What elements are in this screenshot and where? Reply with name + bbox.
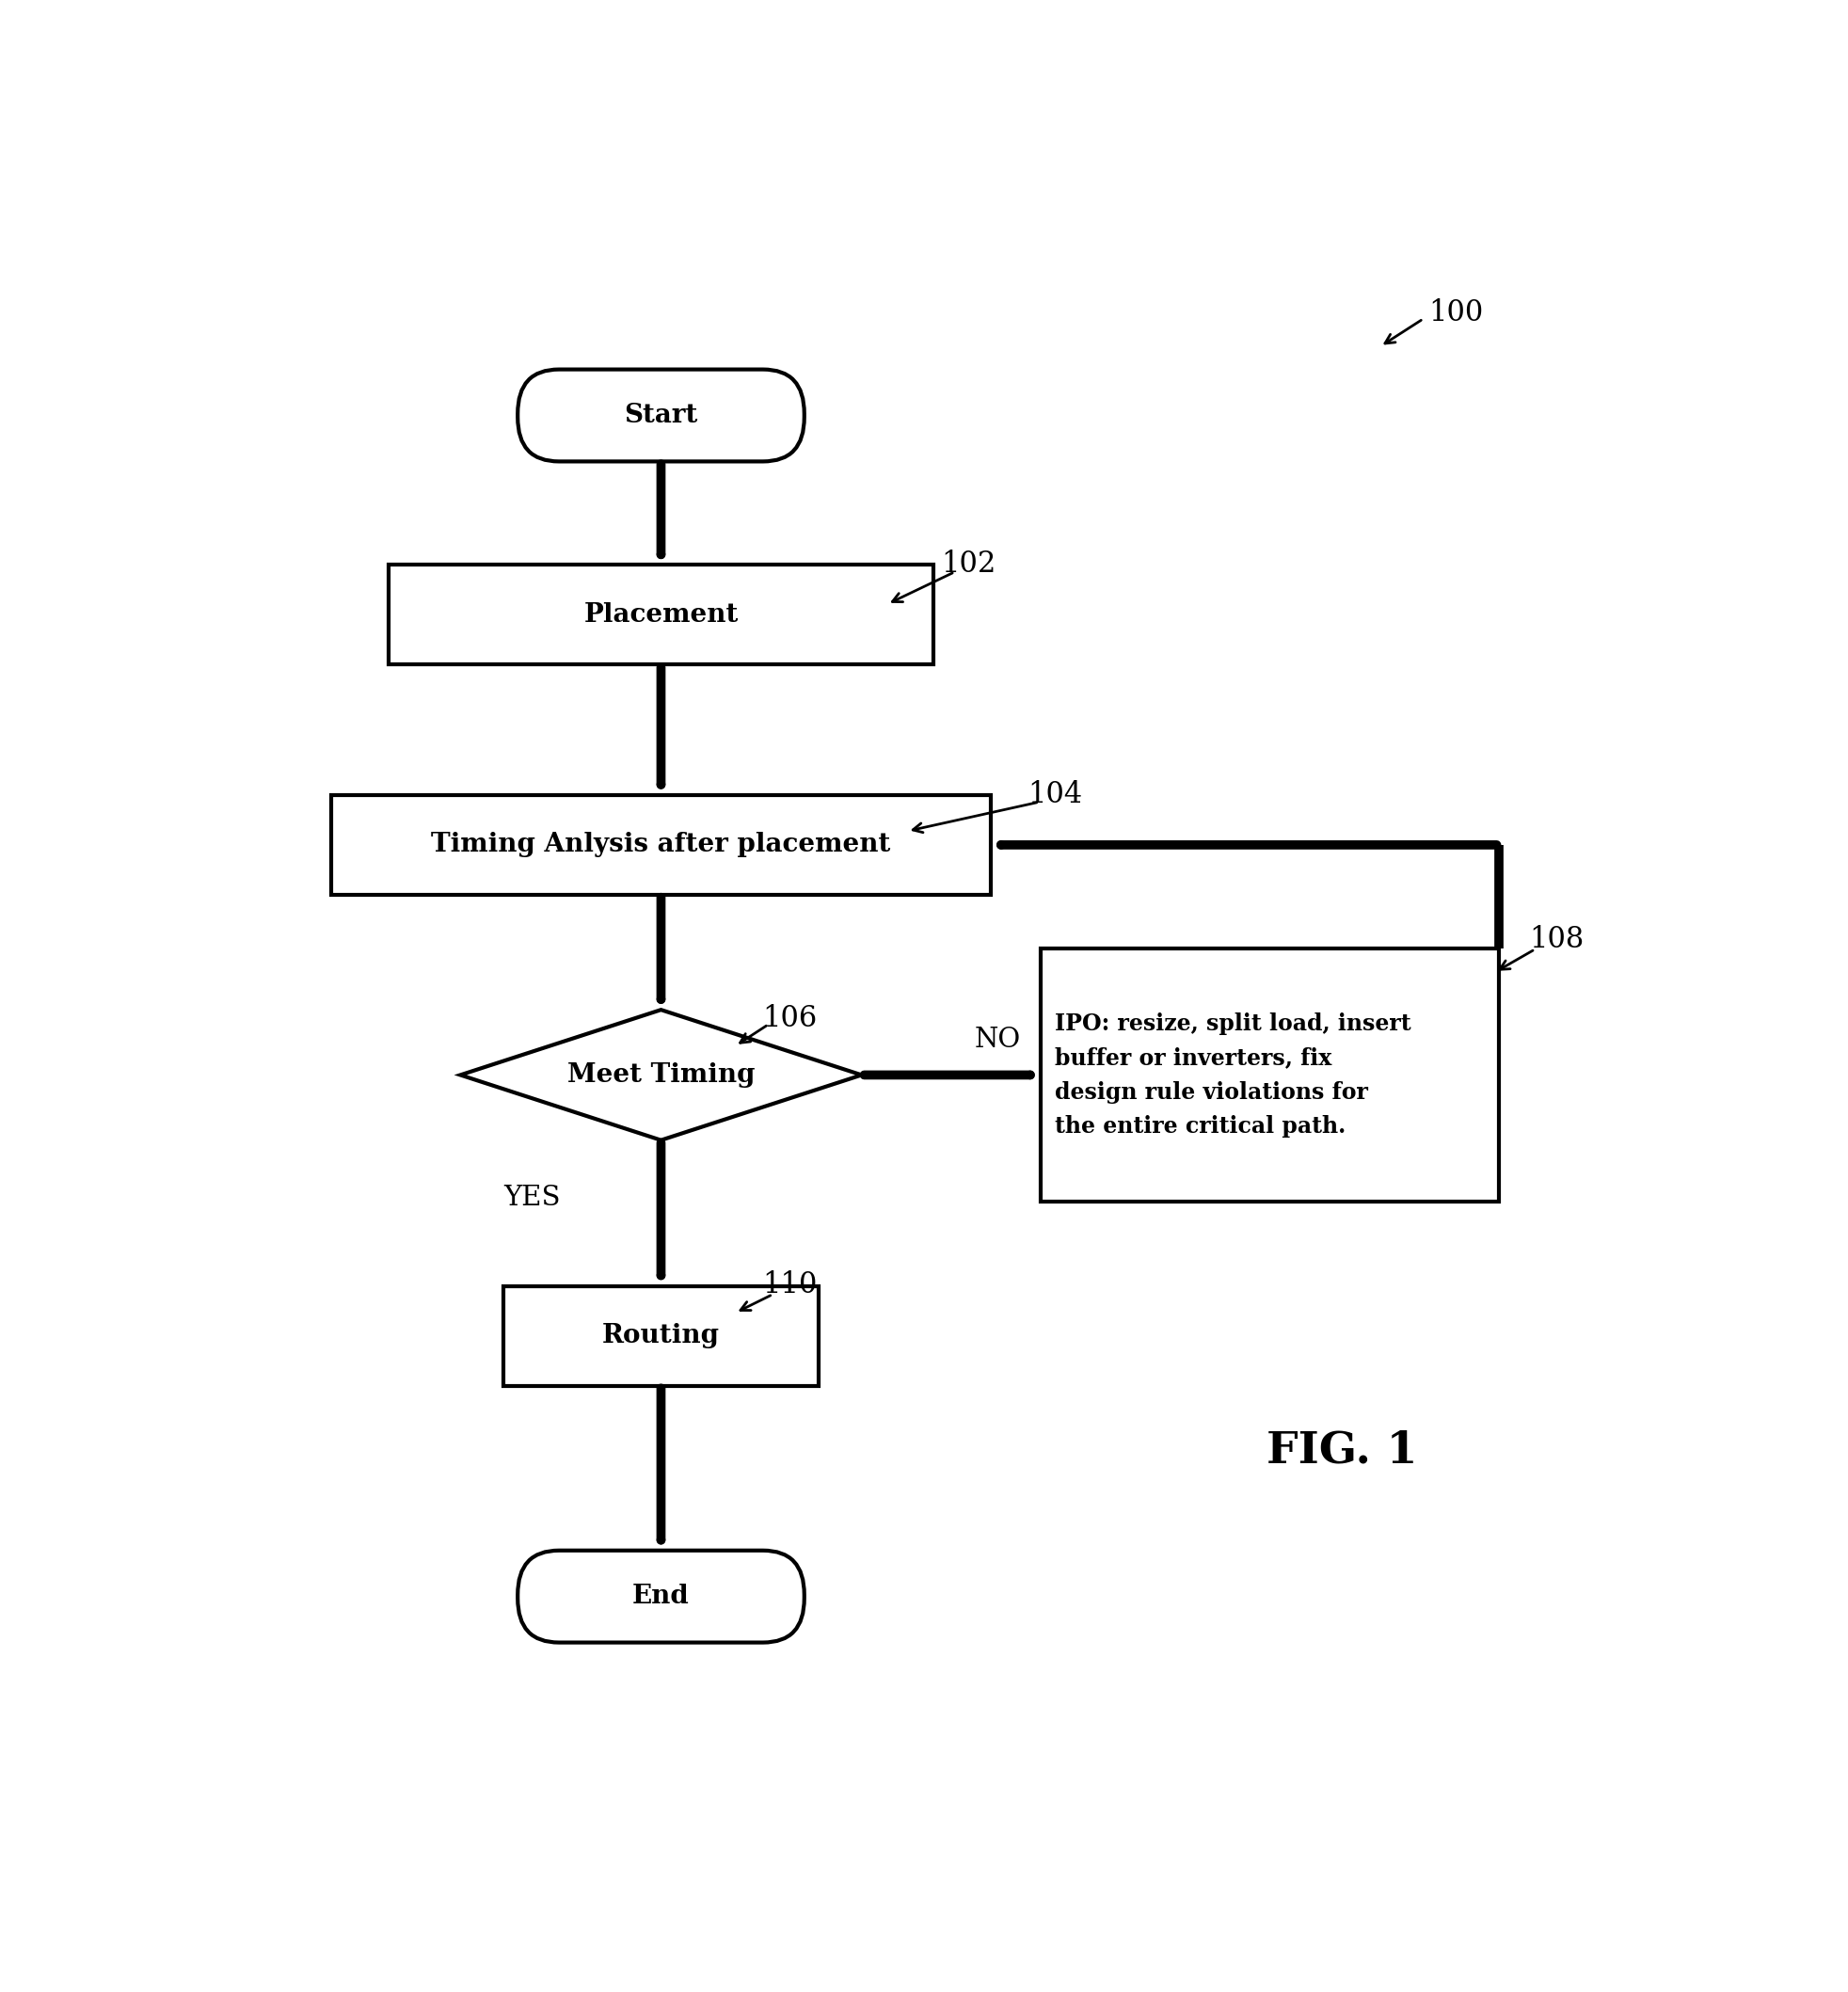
Text: End: End [632, 1584, 689, 1610]
Text: Routing: Routing [602, 1323, 719, 1349]
FancyBboxPatch shape [517, 369, 804, 462]
Text: IPO: resize, split load, insert
buffer or inverters, fix
design rule violations : IPO: resize, split load, insert buffer o… [1055, 1012, 1410, 1137]
Text: YES: YES [503, 1185, 560, 1211]
Text: Timing Anlysis after placement: Timing Anlysis after placement [431, 833, 891, 859]
Text: Placement: Placement [584, 602, 737, 627]
Text: NO: NO [974, 1026, 1020, 1054]
Bar [503, 1287, 819, 1386]
Text: Meet Timing: Meet Timing [567, 1062, 754, 1088]
Text: FIG. 1: FIG. 1 [1266, 1428, 1416, 1472]
Text: Start: Start [625, 402, 697, 428]
Polygon shape [460, 1010, 861, 1139]
Text: 102: 102 [941, 550, 996, 580]
Bar [331, 795, 991, 894]
Bar [388, 566, 933, 665]
Text: 106: 106 [761, 1004, 817, 1032]
Text: 104: 104 [1027, 779, 1081, 809]
Text: 110: 110 [761, 1271, 817, 1299]
Bar [1040, 948, 1499, 1201]
FancyBboxPatch shape [517, 1550, 804, 1643]
Text: 108: 108 [1528, 926, 1584, 954]
Text: 100: 100 [1429, 299, 1482, 327]
